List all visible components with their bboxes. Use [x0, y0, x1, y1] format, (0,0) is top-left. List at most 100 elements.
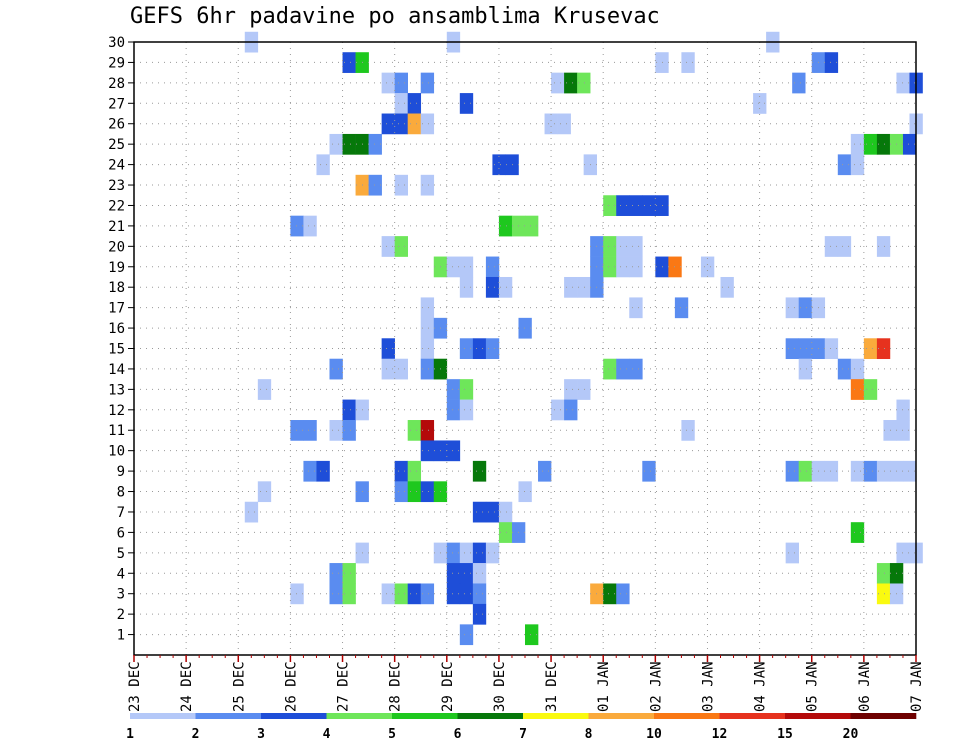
x-tick-label: 27 DEC [336, 661, 352, 712]
x-tick-label: 28 DEC [388, 661, 404, 712]
colorbar-segment [523, 713, 589, 719]
heatmap-cell [459, 624, 474, 646]
heatmap-cell [785, 460, 799, 482]
heatmap-cell [420, 440, 435, 462]
heatmap-cell [492, 154, 506, 176]
heatmap-cell [629, 195, 643, 216]
heatmap-cell [876, 338, 891, 360]
heatmap-cell [329, 420, 343, 441]
y-tick-label: 1 [117, 628, 125, 644]
heatmap-cell [798, 460, 813, 482]
heatmap-cell [603, 256, 617, 278]
heatmap-cell [472, 563, 487, 584]
heatmap-cell [577, 379, 591, 400]
heatmap-cell [394, 481, 408, 503]
heatmap-cell [407, 481, 422, 503]
heatmap-cell [290, 215, 304, 237]
heatmap-cell [368, 174, 382, 196]
heatmap-cell [472, 583, 487, 605]
heatmap-cell [655, 52, 669, 73]
heatmap-cell [896, 542, 910, 564]
heatmap-cell [616, 583, 630, 605]
x-tick-label: 24 DEC [179, 661, 195, 712]
heatmap-cell [544, 113, 558, 135]
heatmap-cell [446, 542, 461, 564]
heatmap-cell [753, 93, 767, 114]
heatmap-cell [655, 195, 669, 216]
heatmap-cell [472, 542, 487, 564]
heatmap-cell [303, 215, 317, 237]
colorbar-label: 4 [323, 727, 331, 742]
y-tick-label: 30 [108, 35, 125, 51]
colorbar-segment [588, 713, 655, 719]
heatmap-cell [446, 379, 461, 400]
heatmap-cell [564, 276, 578, 298]
heatmap-cell [459, 542, 474, 564]
heatmap-cell [525, 624, 539, 646]
heatmap-cell [642, 460, 656, 482]
heatmap-cell [629, 297, 643, 319]
heatmap-cell [902, 460, 917, 482]
heatmap-cell [863, 133, 878, 155]
heatmap-cell [407, 583, 422, 605]
heatmap-cell [485, 256, 500, 278]
y-tick-label: 3 [117, 587, 125, 603]
heatmap-cell [394, 358, 408, 380]
heatmap-cell [459, 256, 474, 278]
heatmap-cell [577, 276, 591, 298]
colorbar-segment [785, 713, 851, 719]
heatmap-cell [837, 154, 852, 176]
heatmap-cell [674, 297, 689, 319]
heatmap-cell [603, 195, 617, 216]
heatmap-cell [485, 276, 500, 298]
heatmap-cell [629, 358, 643, 380]
heatmap-cell [420, 174, 435, 196]
heatmap-cell [394, 113, 408, 135]
heatmap-cell [896, 399, 910, 421]
heatmap-cell [616, 358, 630, 380]
colorbar-label: 12 [712, 727, 728, 742]
heatmap-cell [420, 420, 435, 441]
colorbar-segment [130, 713, 196, 719]
heatmap-cell [446, 583, 461, 605]
heatmap-cell [798, 338, 813, 360]
heatmap-cell [720, 276, 734, 298]
y-tick-label: 4 [117, 566, 125, 582]
y-tick-label: 11 [108, 423, 125, 439]
y-tick-label: 21 [108, 219, 125, 235]
heatmap-cell [381, 236, 395, 257]
y-tick-label: 15 [108, 342, 125, 358]
heatmap-cell [538, 460, 552, 482]
heatmap-cell [316, 460, 330, 482]
heatmap-cell [850, 522, 865, 543]
colorbar-segment [719, 713, 786, 719]
heatmap-cell [518, 317, 532, 339]
heatmap-cell [420, 72, 435, 94]
y-tick-label: 23 [108, 178, 125, 194]
heatmap-cell [420, 481, 435, 503]
y-tick-label: 8 [117, 485, 125, 501]
heatmap-cell [557, 113, 571, 135]
heatmap-cell [863, 338, 878, 360]
heatmap-cell [564, 72, 578, 94]
heatmap-cell [681, 52, 695, 73]
heatmap-cell [824, 236, 839, 257]
heatmap-cell [342, 399, 356, 421]
heatmap-cell [876, 583, 891, 605]
heatmap-cell [498, 276, 513, 298]
x-tick-label: 07 JAN [909, 661, 925, 712]
heatmap-cell [342, 420, 356, 441]
colorbar-segment [261, 713, 327, 719]
x-tick-label: 25 DEC [231, 661, 247, 712]
x-tick-label: 04 JAN [753, 661, 769, 712]
colorbar-label: 6 [454, 727, 462, 742]
colorbar-segment [654, 713, 720, 719]
heatmap-cell [446, 563, 461, 584]
heatmap-cell [485, 338, 500, 360]
y-tick-label: 26 [108, 117, 125, 133]
heatmap-cell [394, 236, 408, 257]
colorbar-label: 8 [585, 727, 593, 742]
x-tick-label: 05 JAN [805, 661, 821, 712]
heatmap-cell [850, 133, 865, 155]
